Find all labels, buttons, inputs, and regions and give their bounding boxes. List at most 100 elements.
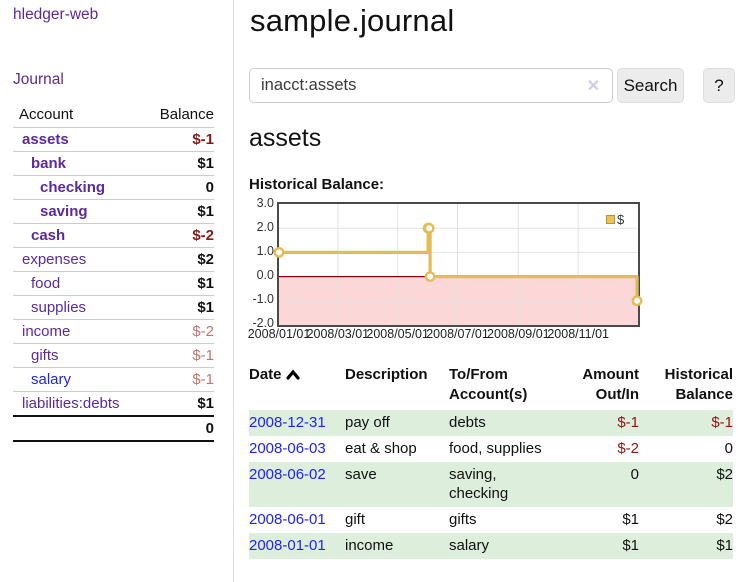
balance-chart [273,202,643,327]
account-balance: $1 [141,271,214,296]
account-row: assets $-1 [13,127,214,152]
transaction-row: 2008-01-01 income salary $1 $1 [249,533,733,559]
brand-link[interactable]: hledger-web [13,6,99,23]
account-balance: $1 [141,199,214,224]
legend-swatch-icon [606,215,615,224]
transaction-description: eat & shop [345,440,417,457]
header-line: Account(s) [449,386,528,403]
transaction-amount: $-1 [617,414,639,431]
header-line: Out/In [595,386,639,403]
account-balance: $2 [141,247,214,272]
transaction-date-link[interactable]: 2008-12-31 [249,414,326,431]
account-link-checking[interactable]: checking [40,179,106,196]
account-row: checking 0 [13,175,214,200]
transaction-amount: $-2 [617,440,639,457]
legend-label: $ [617,212,625,227]
register-header-amount: Amount Out/In [549,362,639,410]
register-header-row: Date Description To/From Account(s) Amou… [249,362,733,410]
transaction-amount: $1 [622,511,639,528]
transaction-row: 2008-06-01 gift gifts $1 $2 [249,507,733,533]
account-link-income[interactable]: income [22,323,71,340]
account-link-salary[interactable]: salary [31,371,72,388]
account-link-saving[interactable]: saving [40,203,88,220]
transaction-row: 2008-06-02 save saving, checking 0 $2 [249,462,733,507]
account-balance: $-1 [141,367,214,392]
transaction-date-link[interactable]: 2008-06-03 [249,440,326,457]
transaction-date-link[interactable]: 2008-06-01 [249,511,326,528]
transaction-balance: $2 [716,511,733,528]
account-balance: $1 [141,295,214,320]
header-line: Amount [582,366,639,383]
transaction-description: save [345,466,377,483]
account-balance: 0 [141,175,214,200]
account-row: salary $-1 [13,367,214,392]
chart-title: Historical Balance: [249,176,385,193]
page-title: sample.journal [250,3,455,38]
y-axis-tick-label: 0.0 [256,268,274,282]
transaction-balance: $2 [716,466,733,483]
register-header-accounts: To/From Account(s) [449,362,549,410]
transaction-row: 2008-06-03 eat & shop food, supplies $-2… [249,436,733,462]
x-axis-tick-label: 2008/03/01 [306,327,370,341]
account-link-supplies[interactable]: supplies [31,299,87,316]
transaction-accounts: salary [449,537,490,554]
accounts-header-balance: Balance [141,103,214,128]
register-table: Date Description To/From Account(s) Amou… [249,362,733,559]
account-link-expenses[interactable]: expenses [22,251,87,268]
x-axis-tick-label: 2008/09/01 [487,327,550,341]
account-link-assets[interactable]: assets [22,131,69,148]
account-balance: $-1 [141,343,214,368]
accounts-table: Account Balance assets $-1 bank $1 check… [13,103,214,442]
transaction-description: pay off [345,414,390,431]
register-header-balance: Historical Balance [639,362,733,410]
transaction-amount: $1 [622,537,639,554]
account-balance: $1 [141,391,214,417]
account-row: expenses $2 [13,247,214,272]
sort-ascending-icon [285,366,300,386]
transaction-accounts: gifts [449,511,477,528]
account-link-liabilities-debts[interactable]: liabilities:debts [22,395,120,412]
y-axis-tick-label: 3.0 [256,196,274,210]
transaction-balance: $1 [716,537,733,554]
account-link-cash[interactable]: cash [31,227,66,244]
search-button[interactable]: Search [617,68,684,103]
y-axis-tick-label: -1.0 [252,292,274,306]
sidebar: hledger-web Journal Account Balance asse… [0,0,234,582]
clear-search-icon[interactable]: ✕ [586,78,600,95]
account-balance: $1 [141,151,214,176]
header-line: To/From [449,366,508,383]
transaction-balance: $-1 [711,414,733,431]
transaction-date-link[interactable]: 2008-01-01 [249,537,326,554]
search-input[interactable] [249,68,613,103]
account-row: cash $-2 [13,223,214,248]
transaction-amount: 0 [630,466,639,483]
account-link-bank[interactable]: bank [31,155,67,172]
balance-chart-svg [273,204,643,325]
transaction-accounts: saving, checking [449,466,509,502]
transaction-date-link[interactable]: 2008-06-02 [249,466,326,483]
account-link-gifts[interactable]: gifts [31,347,59,364]
x-axis-tick-label: 2008/01/01 [247,327,311,341]
x-axis-tick-label: 2008/11/01 [547,327,609,341]
y-axis-tick-label: -2.0 [252,316,274,330]
account-row: income $-2 [13,319,214,344]
register-header-date-label: Date [249,366,282,383]
register-header-date[interactable]: Date [249,362,345,410]
account-link-food[interactable]: food [31,275,61,292]
account-row: saving $1 [13,199,214,224]
register-header-description: Description [345,366,428,383]
y-axis-tick-label: 1.0 [256,244,274,258]
transaction-description: gift [345,511,366,528]
transaction-row: 2008-12-31 pay off debts $-1 $-1 [249,410,733,436]
transaction-description: income [345,537,394,554]
account-row: food $1 [13,271,214,296]
help-button[interactable]: ? [703,68,735,103]
accounts-total-row: 0 [13,415,214,442]
account-row: gifts $-1 [13,343,214,368]
account-balance: $-2 [141,319,214,344]
sidebar-item-journal[interactable]: Journal [13,71,64,88]
header-line: Historical [664,366,733,383]
account-row: liabilities:debts $1 [13,391,214,417]
account-heading: assets [249,124,322,152]
